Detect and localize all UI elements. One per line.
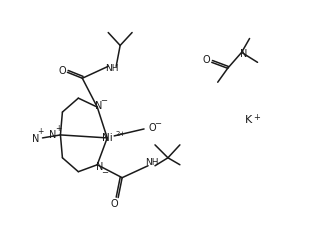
Text: O: O [59,66,66,76]
Text: O: O [148,123,156,133]
Text: O: O [203,55,210,65]
Text: +: + [55,124,62,133]
Text: NH: NH [145,158,159,167]
Text: NH: NH [105,64,119,73]
Text: N: N [95,162,103,172]
Text: O: O [110,199,118,208]
Text: −: − [154,120,162,129]
Text: N: N [49,130,56,140]
Text: +: + [37,127,44,136]
Text: 2+: 2+ [115,131,126,137]
Text: −: − [100,97,107,106]
Text: N: N [32,134,39,144]
Text: Ni: Ni [102,133,113,143]
Text: N: N [240,49,247,59]
Text: N: N [95,101,102,111]
Text: K: K [245,115,252,125]
Text: +: + [254,113,260,122]
Text: −: − [101,168,108,177]
